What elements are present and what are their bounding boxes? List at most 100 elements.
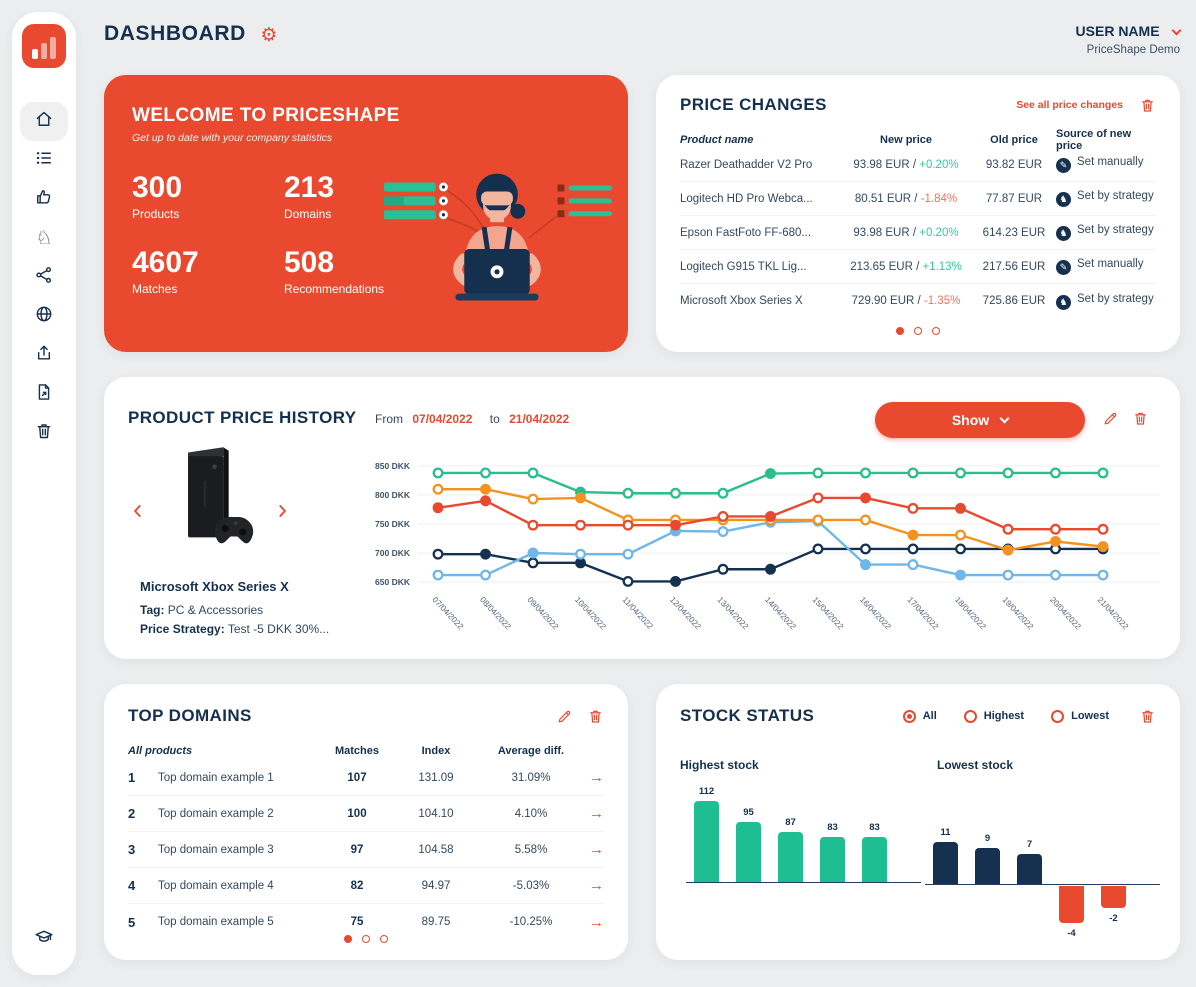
- trash-icon[interactable]: [1132, 410, 1149, 427]
- open-domain-arrow[interactable]: →: [589, 841, 604, 858]
- radio-circle-icon: [902, 709, 916, 723]
- axis-line: [925, 884, 1160, 885]
- bar-value: 95: [743, 807, 754, 818]
- open-domain-arrow[interactable]: →: [589, 913, 604, 931]
- welcome-card: WELCOME TO PRICESHAPE Get up to date wit…: [104, 75, 628, 352]
- open-domain-arrow[interactable]: →: [589, 877, 604, 894]
- price-change-row: Logitech G915 TKL Lig... 213.65 EUR / +1…: [680, 250, 1156, 284]
- price-history-line-chart: 850 DKK 800 DKK 750 DKK 700 DKK 650 DKK 07/04…: [360, 450, 1172, 656]
- stock-bar: [736, 822, 761, 882]
- stat-matches: 4607 Matches: [132, 246, 284, 296]
- priceshape-logo[interactable]: [22, 24, 66, 68]
- new-price: 80.51 EUR / -1.84%: [854, 192, 958, 205]
- carousel-dot[interactable]: [932, 327, 940, 335]
- settings-gear-icon[interactable]: ⚙: [260, 25, 278, 46]
- domain-index: 94.97: [421, 879, 451, 892]
- top-domain-row: 5 Top domain example 5 75 89.75 -10.25% …: [128, 904, 604, 940]
- stock-bar: [778, 832, 803, 882]
- domain-index: 104.58: [418, 843, 454, 856]
- domain-index: 131.09: [418, 771, 454, 784]
- sidebar-item-matches[interactable]: [20, 258, 68, 297]
- user-menu[interactable]: USER NAME PriceShape Demo: [1076, 22, 1182, 58]
- svg-text:19/04/2022: 19/04/2022: [1001, 595, 1036, 631]
- sidebar-item-domains[interactable]: [20, 297, 68, 336]
- stock-bar: [1059, 886, 1084, 923]
- radio-circle-icon: [963, 709, 977, 723]
- from-date[interactable]: 07/04/2022: [412, 412, 473, 426]
- svg-text:09/04/2022: 09/04/2022: [526, 595, 561, 631]
- stock-bar: [1101, 886, 1126, 908]
- stat-value: 4607: [132, 246, 199, 279]
- welcome-illustration: [383, 173, 613, 301]
- price-changes-rows: Razer Deathadder V2 Pro 93.98 EUR / +0.2…: [680, 148, 1156, 318]
- carousel-dot[interactable]: [896, 327, 904, 335]
- carousel-dot[interactable]: [362, 935, 370, 943]
- upload-icon: [34, 343, 54, 368]
- domain-name: Top domain example 4: [158, 879, 274, 892]
- trash-icon[interactable]: [1139, 97, 1156, 114]
- stock-bar: [1017, 854, 1042, 884]
- stat-value: 300: [132, 171, 183, 204]
- knight-badge-icon: ♞: [1056, 192, 1071, 207]
- domain-matches: 107: [347, 771, 367, 784]
- open-domain-arrow[interactable]: →: [589, 805, 604, 822]
- graduation-cap-icon: [34, 927, 54, 952]
- show-button[interactable]: Show: [875, 402, 1085, 438]
- sidebar-item-recommendations[interactable]: [20, 180, 68, 219]
- axis-line: [686, 882, 921, 883]
- top-domains-rows: 1 Top domain example 1 107 131.09 31.09%…: [128, 760, 604, 940]
- price-change-row: Epson FastFoto FF-680... 93.98 EUR / +0.…: [680, 216, 1156, 250]
- stock-status-filters: All Highest Lowest: [902, 709, 1109, 723]
- radio-highest[interactable]: Highest: [963, 709, 1024, 723]
- sidebar-item-academy[interactable]: [20, 920, 68, 959]
- stat-products: 300 Products: [132, 171, 284, 221]
- carousel-dot[interactable]: [344, 935, 352, 943]
- carousel-dot[interactable]: [914, 327, 922, 335]
- domain-matches: 82: [350, 879, 364, 892]
- bar-value: 87: [785, 817, 796, 828]
- sidebar-item-strategies[interactable]: ♘: [20, 219, 68, 258]
- top-domains-tools: [556, 708, 604, 725]
- domain-avg-diff: 4.10%: [514, 807, 548, 820]
- stock-status-card: STOCK STATUS All Highest Lowest Highest st…: [656, 684, 1180, 960]
- stock-bar: [694, 801, 719, 882]
- sidebar-item-trash[interactable]: [20, 414, 68, 453]
- old-price: 217.56 EUR: [982, 260, 1046, 273]
- column-product-name: Product name: [680, 134, 754, 146]
- old-price: 93.82 EUR: [985, 158, 1043, 171]
- trash-icon[interactable]: [587, 708, 604, 725]
- price-changes-card: PRICE CHANGES See all price changes Prod…: [656, 75, 1180, 352]
- price-change-percent: -1.35%: [923, 295, 961, 307]
- sidebar-item-reports[interactable]: [20, 375, 68, 414]
- top-domain-row: 4 Top domain example 4 82 94.97 -5.03% →: [128, 868, 604, 904]
- new-price: 729.90 EUR / -1.35%: [851, 295, 961, 307]
- see-all-price-changes-link[interactable]: See all price changes: [1016, 99, 1123, 111]
- domain-name: Top domain example 1: [158, 771, 274, 784]
- sidebar-item-products-list[interactable]: [20, 141, 68, 180]
- edit-pencil-icon[interactable]: [556, 708, 573, 725]
- product-image-xbox: [188, 447, 254, 544]
- bar-value: 83: [869, 822, 880, 833]
- sidebar-item-home[interactable]: [20, 102, 68, 141]
- open-domain-arrow[interactable]: →: [589, 769, 604, 786]
- price-history-title: PRODUCT PRICE HISTORY: [128, 408, 357, 427]
- sidebar-item-export[interactable]: [20, 336, 68, 375]
- trash-icon[interactable]: [1139, 708, 1156, 725]
- carousel-left-arrow[interactable]: [128, 501, 148, 526]
- top-domains-card: TOP DOMAINS All products Matches Index A…: [104, 684, 628, 960]
- tag-value: PC & Accessories: [167, 603, 264, 618]
- radio-lowest[interactable]: Lowest: [1051, 709, 1109, 723]
- carousel-right-arrow[interactable]: [272, 501, 292, 526]
- top-domains-title: TOP DOMAINS: [128, 706, 252, 725]
- edit-pencil-icon[interactable]: [1102, 410, 1119, 427]
- domain-avg-diff: -5.03%: [512, 879, 550, 892]
- carousel-dot[interactable]: [380, 935, 388, 943]
- to-date[interactable]: 21/04/2022: [509, 412, 570, 426]
- radio-all[interactable]: All: [902, 709, 937, 723]
- svg-text:08/04/2022: 08/04/2022: [478, 595, 513, 631]
- to-label: to: [489, 412, 500, 426]
- bar-value: -2: [1109, 913, 1118, 924]
- domain-matches: 75: [350, 916, 364, 928]
- svg-text:14/04/2022: 14/04/2022: [763, 595, 798, 631]
- domain-rank: 5: [128, 914, 136, 930]
